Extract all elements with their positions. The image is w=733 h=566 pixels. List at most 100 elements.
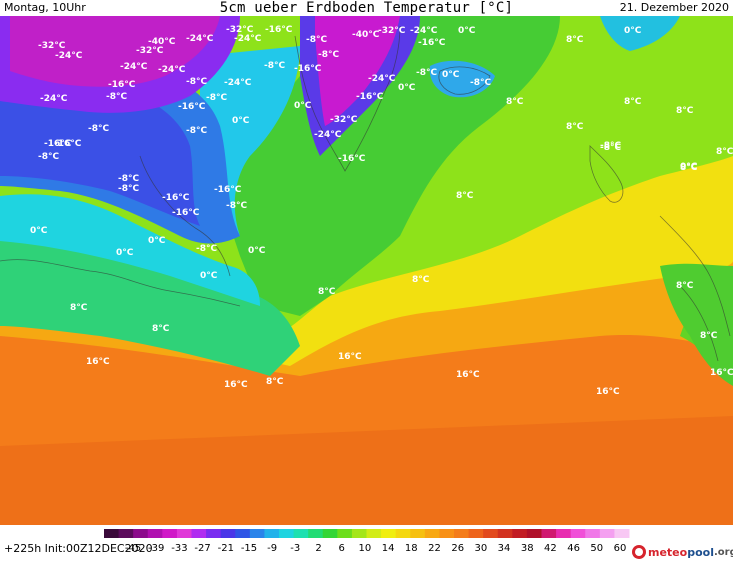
- legend-tick-label: -3: [290, 543, 300, 554]
- legend-tick-label: 38: [521, 543, 534, 554]
- isotherm-label: 16°C: [596, 387, 620, 397]
- isotherm-label: 0°C: [248, 246, 266, 256]
- isotherm-label: 8°C: [412, 275, 430, 285]
- isotherm-label: -8°C: [106, 92, 127, 102]
- isotherm-label: 16°C: [338, 352, 362, 362]
- isotherm-label: 0°C: [294, 101, 312, 111]
- legend-tick-label: -27: [194, 543, 210, 554]
- isotherm-label: -8°C: [88, 124, 109, 134]
- legend-tick-label: 26: [451, 543, 464, 554]
- isotherm-label: -16°C: [418, 38, 446, 48]
- coastline-newfoundland: [0, 259, 241, 307]
- legend-tick-label: -45: [125, 543, 141, 554]
- isotherm-label: 8°C: [676, 106, 694, 116]
- legend-swatch: [526, 529, 542, 538]
- field-warmest: [0, 416, 733, 525]
- legend-swatch: [206, 529, 222, 538]
- isotherm-label: -32°C: [330, 115, 358, 125]
- legend-swatch: [585, 529, 601, 538]
- legend-tick-label: -9: [267, 543, 277, 554]
- isotherm-label: -8°C: [38, 152, 59, 162]
- legend-swatch: [512, 529, 528, 538]
- isotherm-label: 0°C: [232, 116, 250, 126]
- isotherm-label: -24°C: [186, 34, 214, 44]
- legend-swatch: [483, 529, 499, 538]
- isotherm-label: 8°C: [506, 97, 524, 107]
- map-title: 5cm ueber Erdboden Temperatur [°C]: [219, 0, 514, 16]
- legend-swatch: [541, 529, 557, 538]
- legend-swatch: [424, 529, 440, 538]
- legend-swatch: [468, 529, 484, 538]
- isotherm-label: 8°C: [566, 122, 584, 132]
- coastline-britain: [589, 145, 624, 203]
- isotherm-label: -16°C: [265, 25, 293, 35]
- legend-tick-label: -15: [241, 543, 257, 554]
- isotherm-label: -24°C: [410, 26, 438, 36]
- isotherm-label: -16°C: [54, 139, 82, 149]
- legend-swatch: [454, 529, 470, 538]
- legend-tick-label: 10: [359, 543, 372, 554]
- isotherm-label: -24°C: [224, 78, 252, 88]
- legend-tick-label: 30: [475, 543, 488, 554]
- isotherm-label: -8°C: [416, 68, 437, 78]
- color-legend: -45 -39 -33 -27 -21 -15 -9 -3 2 6 10 14 18 22 26 30 34 38…: [104, 529, 630, 554]
- isotherm-label: -24°C: [314, 130, 342, 140]
- field-deep-blue: [0, 74, 200, 226]
- isotherm-label: -32°C: [226, 25, 254, 35]
- isotherm-label: -16°C: [44, 139, 72, 149]
- isotherm-label: 16°C: [456, 370, 480, 380]
- isotherm-label: -8°C: [186, 126, 207, 136]
- legend-swatch: [395, 529, 411, 538]
- legend-swatch: [599, 529, 615, 538]
- legend-swatch: [497, 529, 513, 538]
- isotherm-label: -40°C: [352, 30, 380, 40]
- coastline-iceland: [438, 66, 491, 95]
- isotherm-label: -40°C: [148, 37, 176, 47]
- legend-tick-label: 18: [405, 543, 418, 554]
- isotherm-label: -8°C: [118, 184, 139, 194]
- isotherm-label: 8°C: [70, 303, 88, 313]
- field-magenta: [10, 16, 220, 87]
- field-greenland-magenta: [315, 16, 400, 126]
- isotherm-label: 8°C: [566, 35, 584, 45]
- isotherm-label: -24°C: [55, 51, 83, 61]
- legend-swatch: [191, 529, 207, 538]
- legend-swatch: [235, 529, 251, 538]
- coastline-france: [659, 215, 731, 337]
- isotherm-label: 16°C: [224, 380, 248, 390]
- isotherm-label: -24°C: [234, 34, 262, 44]
- isotherm-label: -24°C: [158, 65, 186, 75]
- isotherm-label: 8°C: [152, 324, 170, 334]
- legend-swatch: [439, 529, 455, 538]
- isotherm-label: -16°C: [338, 154, 366, 164]
- isotherm-label: -8°C: [306, 35, 327, 45]
- legend-tick-label: 2: [315, 543, 321, 554]
- isotherm-label: 16°C: [710, 368, 733, 378]
- coastline-iberia: [679, 285, 719, 362]
- legend-swatch: [176, 529, 192, 538]
- isotherm-label: -32°C: [378, 26, 406, 36]
- isotherm-label: -16°C: [172, 208, 200, 218]
- isotherm-label: 8°C: [676, 281, 694, 291]
- legend-swatch: [614, 529, 630, 538]
- isotherm-label: -8°C: [600, 143, 621, 153]
- legend-swatch: [351, 529, 367, 538]
- legend-swatch: [293, 529, 309, 538]
- isotherm-label: 0°C: [680, 162, 698, 172]
- legend-swatch: [570, 529, 586, 538]
- legend-tick-labels: -45 -39 -33 -27 -21 -15 -9 -3 2 6 10 14 18 22 26 30 34 38…: [125, 543, 627, 554]
- isotherm-label: 8°C: [716, 147, 733, 157]
- isotherm-label: 0°C: [624, 26, 642, 36]
- legend-tick-label: -39: [148, 543, 164, 554]
- valid-time-label: Montag, 10Uhr: [4, 1, 86, 14]
- isotherm-label: -8°C: [118, 174, 139, 184]
- isotherm-label: 8°C: [456, 191, 474, 201]
- legend-swatch: [133, 529, 149, 538]
- legend-swatch: [162, 529, 178, 538]
- isotherm-label: -8°C: [206, 93, 227, 103]
- isotherm-label: 16°C: [86, 357, 110, 367]
- legend-swatch: [366, 529, 382, 538]
- logo-text-org: .org: [713, 546, 733, 558]
- field-cyan: [0, 194, 260, 306]
- legend-swatch: [381, 529, 397, 538]
